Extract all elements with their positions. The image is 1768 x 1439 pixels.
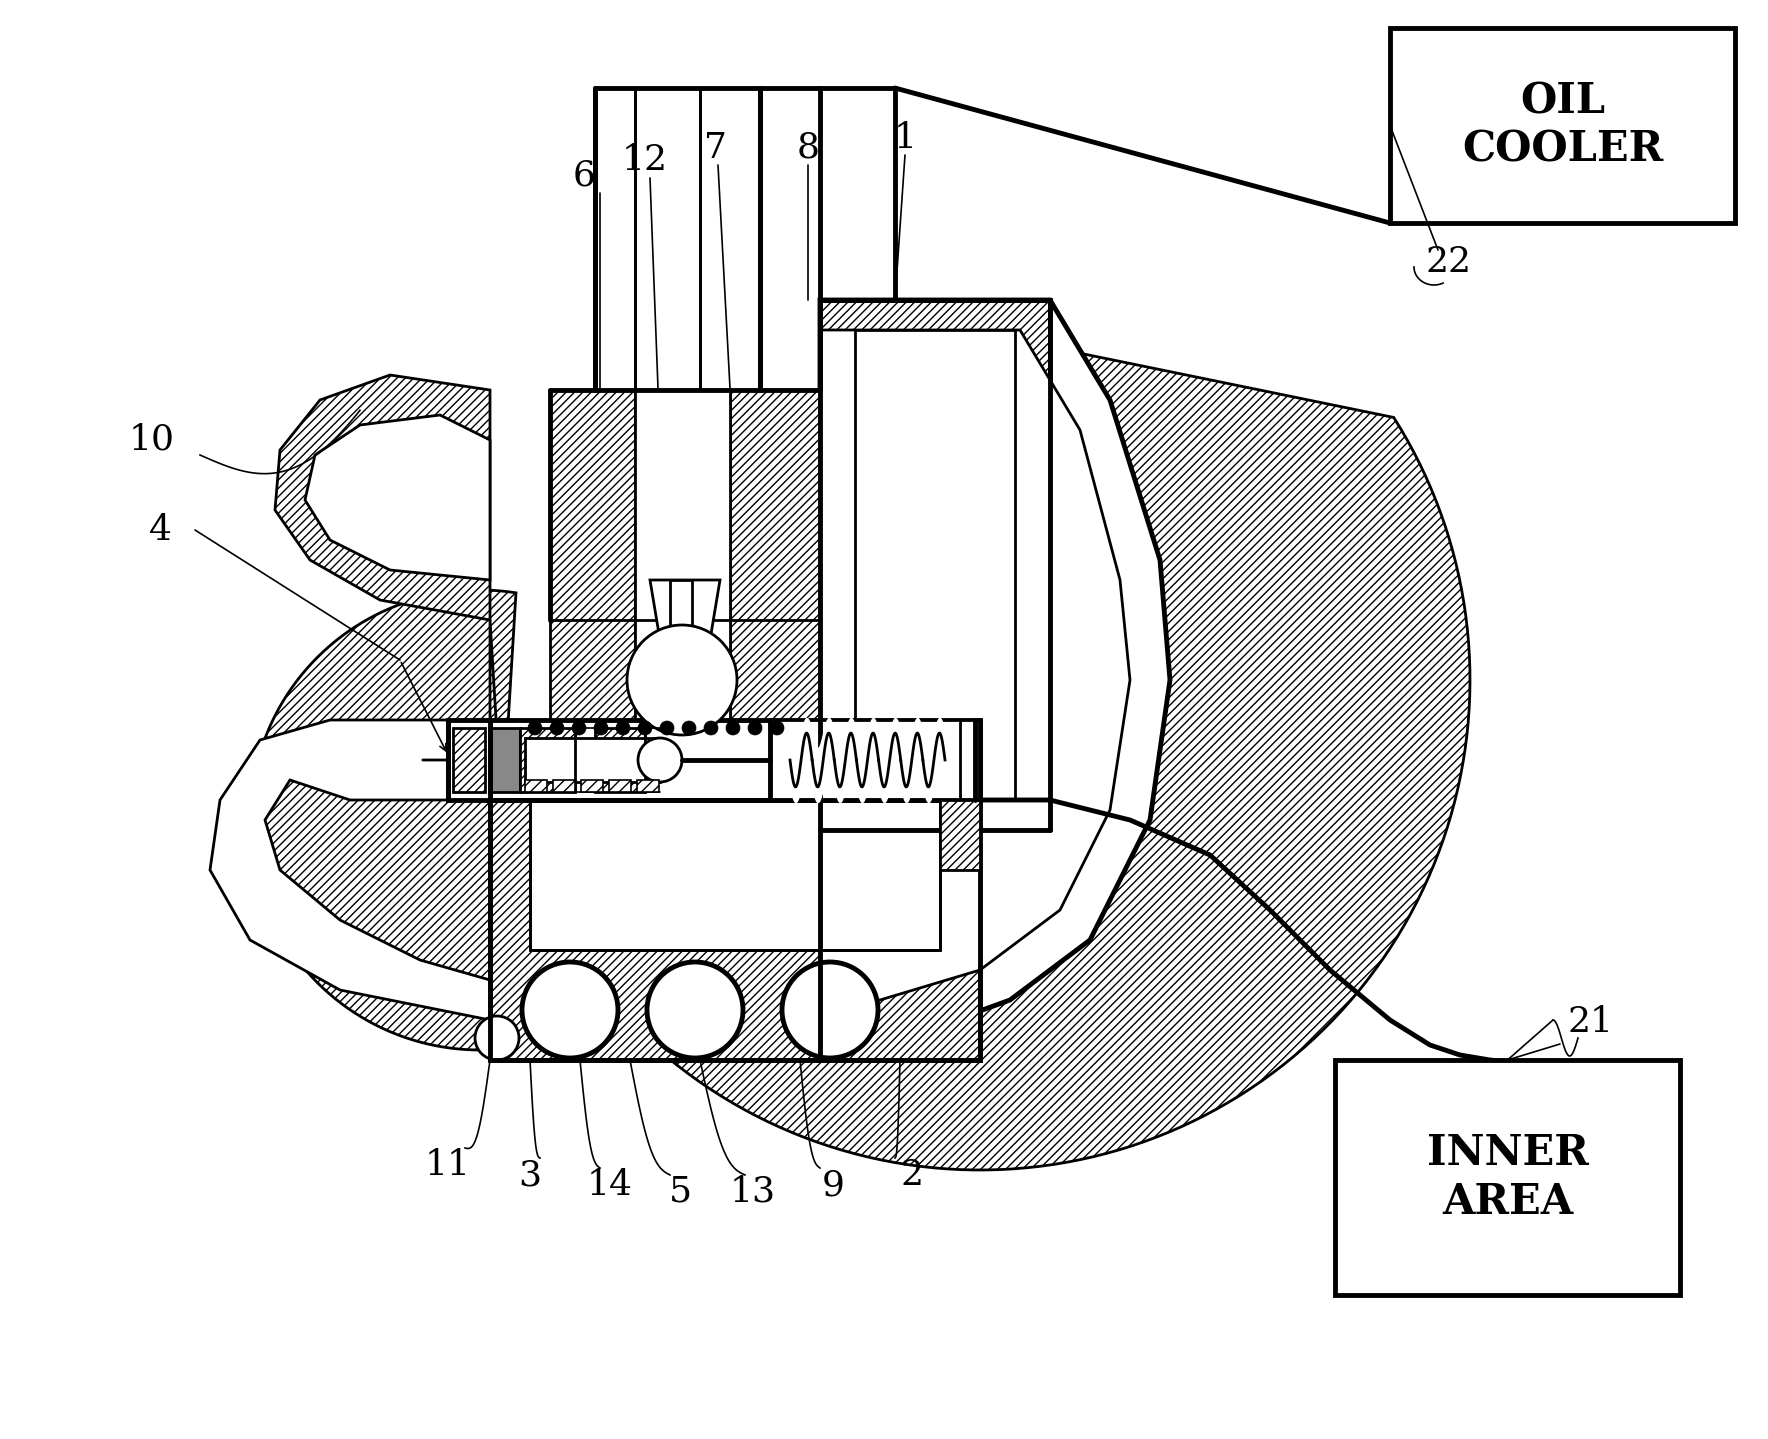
Polygon shape <box>525 738 659 781</box>
Circle shape <box>748 721 762 735</box>
Circle shape <box>628 625 737 735</box>
Bar <box>530 800 941 950</box>
Text: 12: 12 <box>622 142 668 177</box>
Bar <box>856 330 1015 800</box>
Bar <box>520 728 575 791</box>
Circle shape <box>771 721 783 735</box>
Bar <box>636 780 659 791</box>
Bar <box>771 720 979 800</box>
Circle shape <box>659 721 674 735</box>
Circle shape <box>704 721 718 735</box>
Circle shape <box>682 721 697 735</box>
Bar <box>582 780 603 791</box>
Bar <box>1335 1061 1680 1295</box>
Bar <box>447 720 490 800</box>
Bar <box>820 299 1050 830</box>
Text: 14: 14 <box>587 1168 633 1202</box>
Bar <box>608 780 631 791</box>
Polygon shape <box>543 299 1469 1170</box>
Circle shape <box>573 721 585 735</box>
Bar <box>550 390 635 720</box>
Polygon shape <box>820 330 1130 1010</box>
Text: 2: 2 <box>900 1158 923 1191</box>
Polygon shape <box>651 580 720 640</box>
Text: 8: 8 <box>797 131 820 165</box>
Bar <box>453 728 484 791</box>
Polygon shape <box>276 376 490 620</box>
Circle shape <box>638 721 652 735</box>
Bar <box>525 780 546 791</box>
Bar <box>670 580 691 640</box>
Polygon shape <box>820 299 1170 1061</box>
Circle shape <box>522 963 619 1058</box>
Text: 4: 4 <box>149 512 171 547</box>
Text: INNER
AREA: INNER AREA <box>1427 1132 1588 1223</box>
Bar <box>553 780 575 791</box>
Polygon shape <box>490 299 1469 1170</box>
Circle shape <box>476 1016 520 1061</box>
Bar <box>635 390 730 720</box>
Bar <box>596 728 645 791</box>
Circle shape <box>550 721 564 735</box>
Bar <box>490 728 520 791</box>
Bar <box>1390 27 1734 223</box>
Circle shape <box>594 721 608 735</box>
Text: 11: 11 <box>424 1148 470 1181</box>
Text: 5: 5 <box>668 1176 691 1209</box>
Text: 3: 3 <box>518 1158 541 1191</box>
Text: 13: 13 <box>730 1176 776 1209</box>
Polygon shape <box>941 800 979 871</box>
Polygon shape <box>249 590 516 1050</box>
Bar <box>490 720 979 800</box>
Text: 6: 6 <box>573 158 596 191</box>
Polygon shape <box>210 720 490 1020</box>
Text: 22: 22 <box>1425 245 1471 279</box>
Polygon shape <box>306 414 490 580</box>
Circle shape <box>647 963 743 1058</box>
Text: 21: 21 <box>1566 1004 1612 1039</box>
Text: 9: 9 <box>822 1168 845 1202</box>
Text: 10: 10 <box>129 423 175 458</box>
Circle shape <box>529 721 543 735</box>
Circle shape <box>638 738 682 781</box>
Circle shape <box>781 963 879 1058</box>
Circle shape <box>727 721 741 735</box>
Text: 7: 7 <box>704 131 727 165</box>
Text: 1: 1 <box>893 121 916 155</box>
Text: OIL
COOLER: OIL COOLER <box>1462 81 1664 171</box>
Bar <box>490 800 979 1061</box>
Circle shape <box>615 721 629 735</box>
Bar <box>730 390 820 720</box>
